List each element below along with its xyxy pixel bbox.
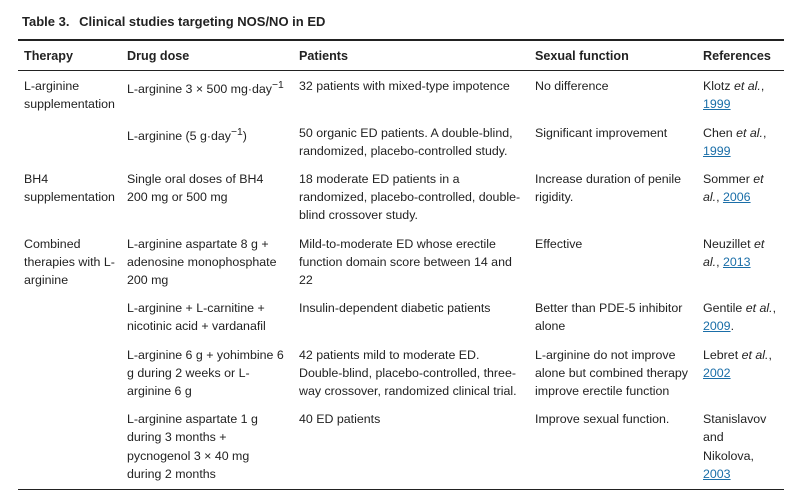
- cell-therapy: Combined therapies with L-arginine: [24, 236, 115, 288]
- cell-patients: 32 patients with mixed-type impotence: [299, 79, 510, 94]
- reference-year-link[interactable]: 2009: [703, 319, 731, 334]
- cell-therapy: L-arginine supplementation: [24, 79, 115, 112]
- table-row: L-arginine supplementation L-arginine 3 ×…: [18, 71, 784, 118]
- dose-text: L-arginine 6 g + yohimbine 6 g during 2 …: [127, 347, 284, 399]
- table-row: Combined therapies with L-arginine L-argi…: [18, 229, 784, 294]
- dose-text: Single oral doses of BH4 200 mg or 500 m…: [127, 172, 264, 205]
- reference-et-al: et al.: [703, 236, 765, 269]
- reference-author: Gentile: [703, 301, 746, 316]
- reference-separator: ,: [716, 190, 723, 205]
- cell-patients: 40 ED patients: [299, 412, 381, 427]
- cell-patients: Mild-to-moderate ED whose erectile funct…: [299, 236, 512, 288]
- cell-sexual-function: Effective: [535, 236, 583, 251]
- cell-reference: Sommer et al., 2006: [697, 164, 784, 229]
- dose-text: L-arginine (5 g·day: [127, 128, 232, 143]
- reference-et-al: et al.: [736, 125, 763, 140]
- dose-text-end: ): [242, 128, 247, 143]
- cell-therapy: [18, 404, 121, 489]
- table-row: L-arginine (5 g·day−1) 50 organic ED pati…: [18, 118, 784, 164]
- table-row: L-arginine aspartate 1 g during 3 months…: [18, 404, 784, 490]
- cell-therapy: BH4 supplementation: [24, 172, 115, 205]
- reference-separator: ,: [762, 125, 767, 140]
- cell-drug-dose: L-arginine 6 g + yohimbine 6 g during 2 …: [121, 340, 293, 405]
- reference-separator: ,: [716, 254, 723, 269]
- cell-reference: Lebret et al., 2002: [697, 340, 784, 405]
- cell-drug-dose: L-arginine (5 g·day−1): [121, 118, 293, 164]
- dose-text: L-arginine + L-carnitine + nicotinic aci…: [127, 301, 266, 334]
- clinical-studies-table: Therapy Drug dose Patients Sexual functi…: [18, 39, 784, 490]
- reference-year-link[interactable]: 2002: [703, 365, 731, 380]
- header-references: References: [703, 49, 771, 63]
- cell-therapy: [18, 118, 121, 164]
- cell-drug-dose: L-arginine aspartate 1 g during 3 months…: [121, 404, 293, 489]
- cell-sexual-function: No difference: [535, 79, 609, 94]
- reference-author: Sommer: [703, 172, 754, 187]
- dose-text: L-arginine aspartate 8 g + adenosine mon…: [127, 236, 277, 288]
- table-title: Clinical studies targeting NOS/NO in ED: [79, 14, 326, 29]
- reference-author: Lebret: [703, 347, 742, 362]
- header-drug-dose: Drug dose: [127, 49, 190, 63]
- cell-sexual-function: Significant improvement: [535, 125, 668, 140]
- reference-separator: ,: [768, 347, 772, 362]
- header-row: Therapy Drug dose Patients Sexual functi…: [18, 40, 784, 71]
- reference-year-link[interactable]: 1999: [703, 97, 731, 112]
- table-number: Table 3.: [22, 14, 70, 29]
- reference-year-link[interactable]: 1999: [703, 143, 731, 158]
- cell-sexual-function: Increase duration of penile rigidity.: [535, 172, 682, 205]
- cell-drug-dose: L-arginine + L-carnitine + nicotinic aci…: [121, 293, 293, 339]
- header-sexual-function: Sexual function: [535, 49, 629, 63]
- cell-drug-dose: L-arginine 3 × 500 mg·day−1: [121, 71, 293, 118]
- cell-reference: Gentile et al., 2009.: [697, 293, 784, 339]
- cell-reference: Klotz et al., 1999: [697, 71, 784, 118]
- reference-et-al: et al.: [703, 172, 764, 205]
- cell-reference: Chen et al., 1999: [697, 118, 784, 164]
- cell-drug-dose: Single oral doses of BH4 200 mg or 500 m…: [121, 164, 293, 229]
- header-therapy: Therapy: [24, 49, 73, 63]
- cell-reference: Stanislavov and Nikolova, 2003: [697, 404, 784, 489]
- table-row: L-arginine + L-carnitine + nicotinic aci…: [18, 293, 784, 339]
- header-patients: Patients: [299, 49, 348, 63]
- reference-et-al: et al.: [745, 301, 773, 316]
- reference-separator: ,: [750, 448, 754, 463]
- cell-sexual-function: Better than PDE-5 inhibitor alone: [535, 301, 683, 334]
- dose-superscript: −1: [231, 126, 243, 138]
- reference-year-link[interactable]: 2013: [722, 254, 751, 269]
- reference-tail: .: [730, 319, 735, 334]
- table-row: L-arginine 6 g + yohimbine 6 g during 2 …: [18, 340, 784, 405]
- cell-sexual-function: Improve sexual function.: [535, 412, 670, 427]
- reference-author: Neuzillet: [703, 236, 754, 251]
- cell-sexual-function: L-arginine do not improve alone but comb…: [535, 347, 688, 399]
- dose-superscript: −1: [272, 80, 284, 92]
- reference-separator: ,: [760, 79, 765, 94]
- reference-author: Chen: [703, 125, 737, 140]
- table-row: BH4 supplementation Single oral doses of …: [18, 164, 784, 229]
- cell-drug-dose: L-arginine aspartate 8 g + adenosine mon…: [121, 229, 293, 294]
- cell-therapy: [18, 340, 121, 405]
- cell-reference: Neuzillet et al., 2013: [697, 229, 784, 294]
- table-caption: Table 3. Clinical studies targeting NOS/…: [22, 14, 325, 29]
- reference-author: Klotz: [703, 79, 734, 94]
- reference-year-link[interactable]: 2003: [703, 466, 731, 481]
- dose-text: L-arginine aspartate 1 g during 3 months…: [127, 412, 258, 481]
- cell-patients: 42 patients mild to moderate ED. Double-…: [299, 347, 517, 399]
- reference-author: Stanislavov and Nikolova: [703, 412, 767, 463]
- cell-patients: Insulin-dependent diabetic patients: [299, 301, 491, 316]
- reference-et-al: et al.: [734, 79, 761, 94]
- cell-patients: 50 organic ED patients. A double-blind, …: [299, 125, 513, 158]
- reference-et-al: et al.: [741, 347, 769, 362]
- table-body: L-arginine supplementation L-arginine 3 ×…: [18, 71, 784, 490]
- cell-therapy: [18, 293, 121, 339]
- reference-year-link[interactable]: 2006: [722, 190, 751, 205]
- cell-patients: 18 moderate ED patients in a randomized,…: [299, 172, 521, 223]
- dose-text: L-arginine 3 × 500 mg·day: [127, 82, 272, 97]
- reference-separator: ,: [772, 301, 777, 316]
